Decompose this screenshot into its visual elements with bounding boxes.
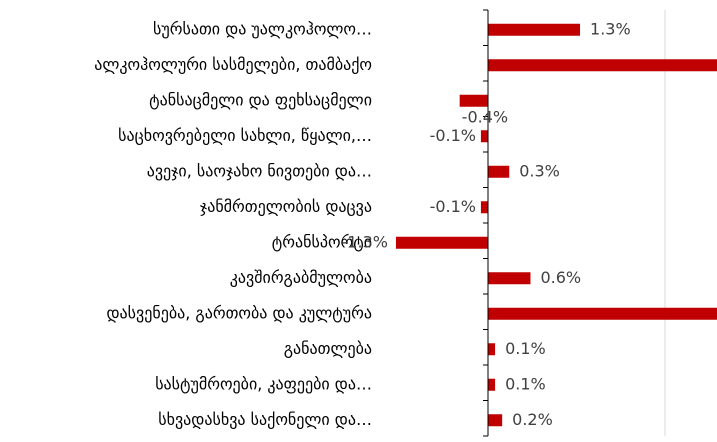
data-label: 0.1% — [505, 374, 546, 393]
category-label: ტრანსპორტი — [272, 232, 372, 251]
category-label: ალკოჰოლური სასმელები, თამბაქო — [94, 55, 372, 74]
bar — [488, 307, 717, 320]
axis-ticks-group — [483, 9, 488, 437]
value-labels-group: 1.3%4.2%-0.4%-0.1%0.3%-0.1%-1.3%0.6%7.7%… — [342, 19, 631, 429]
bar — [395, 236, 488, 249]
bar — [488, 378, 496, 391]
category-label: განათლება — [284, 339, 372, 358]
category-label: სხვადასხვა საქონელი და… — [158, 410, 372, 429]
data-label: 0.3% — [519, 161, 560, 180]
bar — [480, 130, 488, 143]
data-label: 0.6% — [540, 268, 581, 287]
data-label: -0.1% — [430, 197, 476, 216]
bars-group — [395, 23, 717, 427]
bar — [480, 201, 488, 214]
bar — [488, 165, 510, 178]
bar — [459, 94, 488, 107]
data-label: 1.3% — [590, 19, 631, 38]
data-label: -0.1% — [430, 126, 476, 145]
category-label: კავშირგაბმულობა — [230, 268, 372, 287]
bar — [488, 23, 581, 36]
category-label: საცხოვრებელი სახლი, წყალი,… — [118, 126, 372, 145]
bar — [488, 59, 717, 72]
category-label: ჯანმრთელობის დაცვა — [200, 197, 372, 216]
category-label: სასტუმროები, კაფეები და… — [155, 374, 372, 393]
bar — [488, 414, 503, 427]
data-label: -1.3% — [342, 232, 388, 251]
category-label: ავეჯი, საოჯახო ნივთები და… — [147, 161, 372, 180]
data-label: -0.4% — [462, 107, 508, 126]
category-label: ტანსაცმელი და ფეხსაცმელი — [149, 90, 372, 109]
data-label: 0.2% — [512, 410, 553, 429]
category-label: სურსათი და უალკოჰოლო… — [153, 19, 372, 38]
category-labels-group: სურსათი და უალკოჰოლო… ალკოჰოლური სასმელებ… — [94, 19, 372, 429]
data-label: 0.1% — [505, 339, 546, 358]
bar — [488, 343, 496, 356]
category-label: დასვენება, გართობა და კულტურა — [106, 303, 372, 322]
bar — [488, 272, 531, 285]
